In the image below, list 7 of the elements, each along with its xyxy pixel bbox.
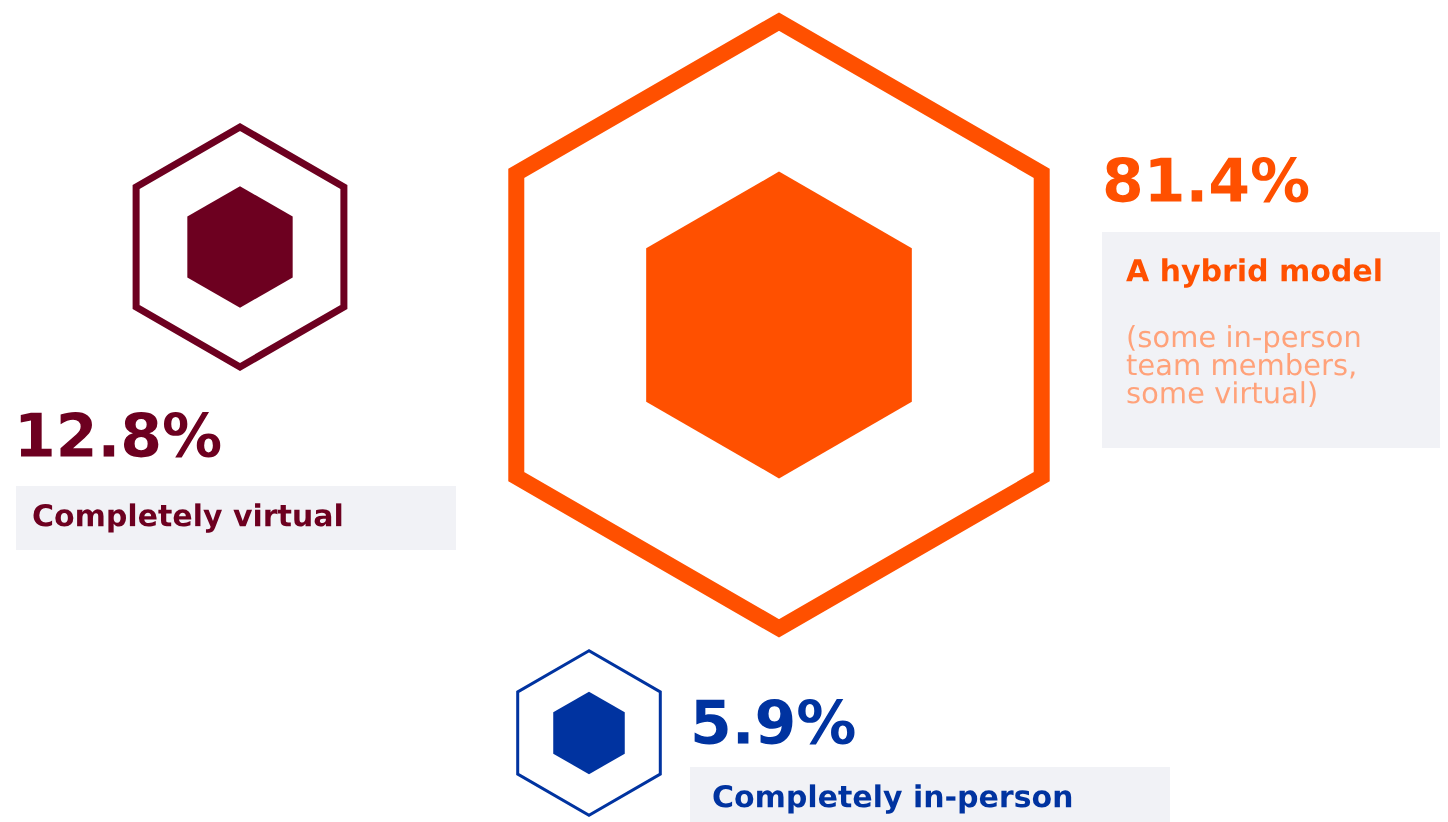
text: (some in-person team members, some virtual) <box>1126 325 1360 407</box>
category-label: Completely virtual <box>33 503 342 533</box>
data-label: 5.9% <box>694 699 855 745</box>
data-label: 12.8% <box>20 412 221 458</box>
data-label: 81.4% <box>1105 157 1309 203</box>
category-label: A hybrid model <box>1126 258 1381 288</box>
category-label: Completely in-person <box>713 784 1072 814</box>
